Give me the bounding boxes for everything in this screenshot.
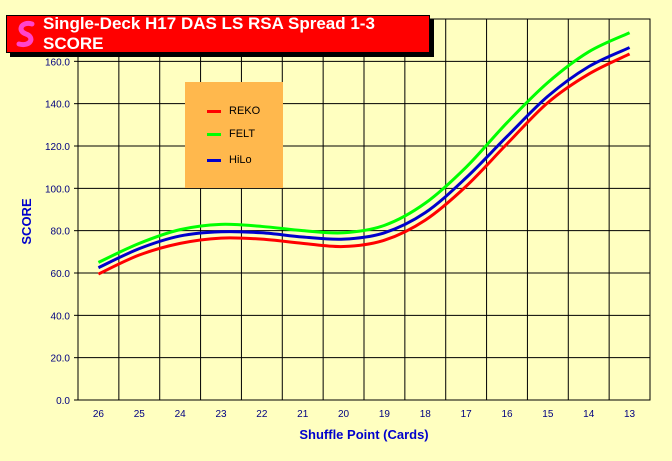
y-axis-title: SCORE xyxy=(19,198,34,245)
x-tick-label: 17 xyxy=(461,409,473,420)
x-tick-label: 15 xyxy=(542,409,554,420)
legend-label-hilo: HiLo xyxy=(229,154,252,166)
chart-title: Single-Deck H17 DAS LS RSA Spread 1-3 SC… xyxy=(43,14,375,53)
y-tick-label: 40.0 xyxy=(51,311,71,322)
x-axis-title: Shuffle Point (Cards) xyxy=(299,427,428,442)
brand-logo-icon xyxy=(15,19,37,49)
legend-item-hilo: HiLo xyxy=(207,153,252,167)
x-tick-label: 26 xyxy=(93,409,105,420)
y-tick-label: 140.0 xyxy=(45,100,70,111)
x-tick-label: 22 xyxy=(256,409,268,420)
x-tick-label: 16 xyxy=(501,409,513,420)
x-tick-label: 14 xyxy=(583,409,595,420)
x-tick-label: 20 xyxy=(338,409,350,420)
series-line-reko xyxy=(97,52,631,276)
y-tick-label: 100.0 xyxy=(45,184,70,195)
x-tick-label: 18 xyxy=(420,409,432,420)
x-tick-label: 25 xyxy=(134,409,146,420)
x-tick-label: 13 xyxy=(624,409,636,420)
y-tick-label: 80.0 xyxy=(51,227,71,238)
x-tick-label: 23 xyxy=(215,409,227,420)
legend-label-reko: REKO xyxy=(229,105,261,117)
legend-swatch-hilo xyxy=(207,158,221,162)
legend: REKO FELT HiLo xyxy=(185,82,283,188)
y-tick-label: 160.0 xyxy=(45,57,70,68)
series-line-hilo xyxy=(97,46,631,270)
legend-label-felt: FELT xyxy=(229,128,256,140)
y-tick-label: 60.0 xyxy=(51,269,71,280)
x-tick-label: 19 xyxy=(379,409,391,420)
y-tick-label: 0.0 xyxy=(56,396,70,407)
legend-swatch-felt xyxy=(207,132,221,136)
chart-title-box: Single-Deck H17 DAS LS RSA Spread 1-3 SC… xyxy=(6,14,430,53)
x-tick-label: 24 xyxy=(175,409,187,420)
legend-item-reko: REKO xyxy=(207,104,260,118)
y-tick-label: 20.0 xyxy=(51,354,71,365)
series-line-felt xyxy=(97,31,631,264)
legend-swatch-reko xyxy=(207,109,221,113)
y-tick-label: 120.0 xyxy=(45,142,70,153)
x-tick-label: 21 xyxy=(297,409,309,420)
legend-item-felt: FELT xyxy=(207,127,255,141)
